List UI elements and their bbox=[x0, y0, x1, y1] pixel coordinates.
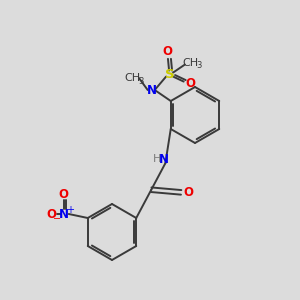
Text: S: S bbox=[165, 68, 175, 81]
Text: N: N bbox=[59, 208, 69, 220]
Text: 3: 3 bbox=[196, 61, 202, 70]
Text: O: O bbox=[162, 45, 172, 58]
Text: +: + bbox=[66, 205, 74, 215]
Text: −: − bbox=[53, 214, 61, 224]
Text: CH: CH bbox=[183, 58, 199, 68]
Text: O: O bbox=[59, 188, 69, 200]
Text: N: N bbox=[147, 83, 157, 97]
Text: O: O bbox=[183, 186, 193, 199]
Text: O: O bbox=[47, 208, 57, 220]
Text: N: N bbox=[159, 153, 170, 166]
Text: O: O bbox=[186, 77, 196, 90]
Text: H: H bbox=[153, 154, 161, 164]
Text: CH: CH bbox=[125, 73, 141, 83]
Text: 3: 3 bbox=[138, 76, 144, 85]
